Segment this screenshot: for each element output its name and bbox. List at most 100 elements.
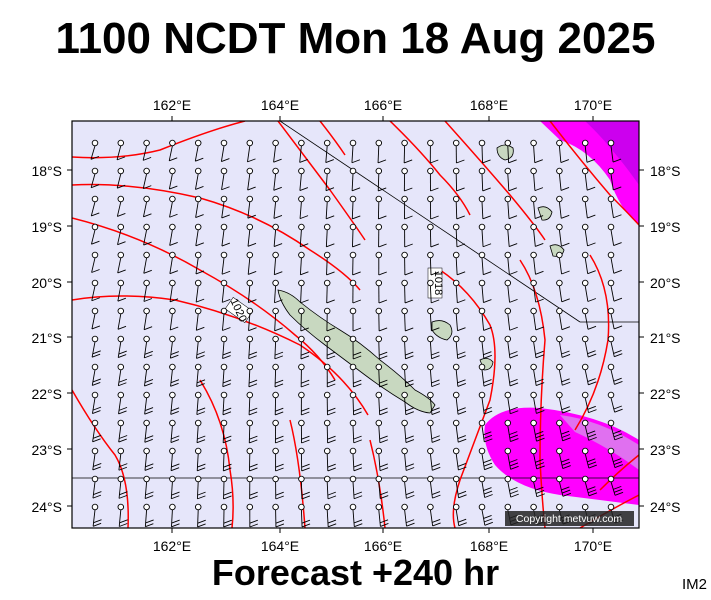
wind-barb	[478, 335, 492, 359]
wind-barb	[91, 503, 102, 527]
wind-barb	[401, 391, 414, 416]
wind-barb	[272, 195, 283, 219]
wind-barb	[168, 167, 178, 190]
wind-barb	[452, 391, 467, 415]
wind-barb	[427, 391, 441, 415]
copyright-text: Copyright metvuw.com	[516, 513, 622, 525]
wind-barb	[246, 139, 256, 163]
lon-label-bottom: 166°E	[364, 538, 402, 554]
wind-barb	[581, 335, 597, 358]
wind-barb	[272, 307, 283, 332]
stronger-wind-area-se	[560, 415, 639, 470]
wind-barb	[530, 419, 545, 442]
wind-barb	[272, 335, 284, 360]
wind-barb	[452, 475, 467, 499]
wind-barb	[349, 279, 361, 304]
forecast-label: Forecast +240 hr	[211, 552, 500, 593]
wind-barb	[607, 279, 623, 302]
wind-barb	[272, 475, 284, 500]
wind-barb	[169, 419, 180, 443]
wind-barb	[401, 251, 414, 276]
wind-barb	[169, 335, 179, 359]
wind-barb	[246, 195, 256, 219]
corner-label: IM2	[681, 576, 707, 593]
wind-barb	[556, 251, 570, 275]
wind-barb	[169, 223, 178, 246]
wind-barb	[116, 167, 126, 189]
wind-barb	[349, 391, 362, 416]
wind-barb	[556, 335, 571, 358]
isobars	[72, 121, 639, 528]
wind-barb	[168, 139, 178, 162]
wind-barb	[452, 195, 465, 220]
wind-barb	[581, 139, 596, 163]
tick-marks	[67, 116, 644, 533]
wind-barb	[427, 251, 440, 276]
wind-barb	[91, 475, 102, 499]
wind-barb	[427, 223, 439, 248]
vanuatu-island-1	[496, 144, 514, 161]
wind-barb	[349, 307, 362, 332]
wind-barb	[556, 307, 571, 331]
wind-barb	[220, 139, 230, 162]
wind-barb	[272, 223, 283, 247]
wind-barb	[607, 307, 623, 330]
wind-barb	[530, 167, 544, 192]
wind-barb	[530, 251, 544, 275]
wind-barb	[117, 419, 128, 443]
wind-barb	[401, 475, 415, 499]
wind-barb	[298, 167, 309, 191]
wind-barb	[452, 307, 466, 332]
wind-barb	[556, 475, 572, 497]
wind-barb	[323, 167, 335, 192]
wind-barb	[556, 391, 571, 414]
lon-label-bottom: 170°E	[574, 538, 612, 554]
wind-barb	[349, 503, 363, 528]
lon-label-top: 168°E	[470, 97, 508, 113]
wind-barb	[220, 391, 232, 416]
wind-barb	[169, 195, 178, 218]
wind-barb	[607, 223, 622, 246]
wind-barb	[143, 447, 154, 471]
wind-barb	[246, 251, 257, 275]
wind-barb	[375, 195, 387, 220]
wind-barb	[298, 251, 309, 276]
wind-barb	[530, 363, 545, 387]
wind-barb	[91, 335, 101, 358]
wind-barb	[427, 167, 439, 192]
wind-barb	[478, 167, 491, 192]
wind-barb	[298, 447, 310, 472]
wind-barb	[194, 391, 206, 416]
wind-barb	[272, 419, 284, 444]
wind-barb	[323, 279, 335, 304]
wind-barb	[91, 223, 100, 245]
wind-barb	[323, 363, 336, 388]
wind-barb	[194, 307, 205, 331]
wind-barb	[401, 503, 415, 527]
wind-barb	[117, 251, 126, 274]
wind-barb	[220, 447, 232, 472]
wind-barb	[556, 447, 571, 469]
wind-barb	[581, 167, 596, 191]
wind-barb	[375, 447, 389, 472]
lat-label-right: 23°S	[650, 442, 681, 458]
wind-barb	[298, 223, 309, 248]
wind-barb	[323, 475, 337, 500]
wind-barb	[246, 475, 258, 500]
wind-barb	[504, 419, 519, 442]
wind-barb	[246, 223, 257, 247]
lon-axis-top: 162°E 164°E 166°E 168°E 170°E	[153, 97, 612, 113]
wind-barb	[220, 167, 230, 191]
wind-barb	[556, 195, 570, 219]
wind-barb	[581, 223, 596, 247]
wind-barb	[427, 195, 439, 220]
wind-barb	[581, 363, 597, 386]
map-frame	[71, 120, 640, 529]
wind-barb	[169, 363, 180, 387]
lon-label-top: 170°E	[574, 97, 612, 113]
wind-barb	[169, 447, 180, 472]
wind-barb	[220, 307, 231, 331]
wind-barb	[478, 279, 492, 303]
wind-barb	[427, 139, 439, 164]
wind-barb	[530, 195, 544, 219]
